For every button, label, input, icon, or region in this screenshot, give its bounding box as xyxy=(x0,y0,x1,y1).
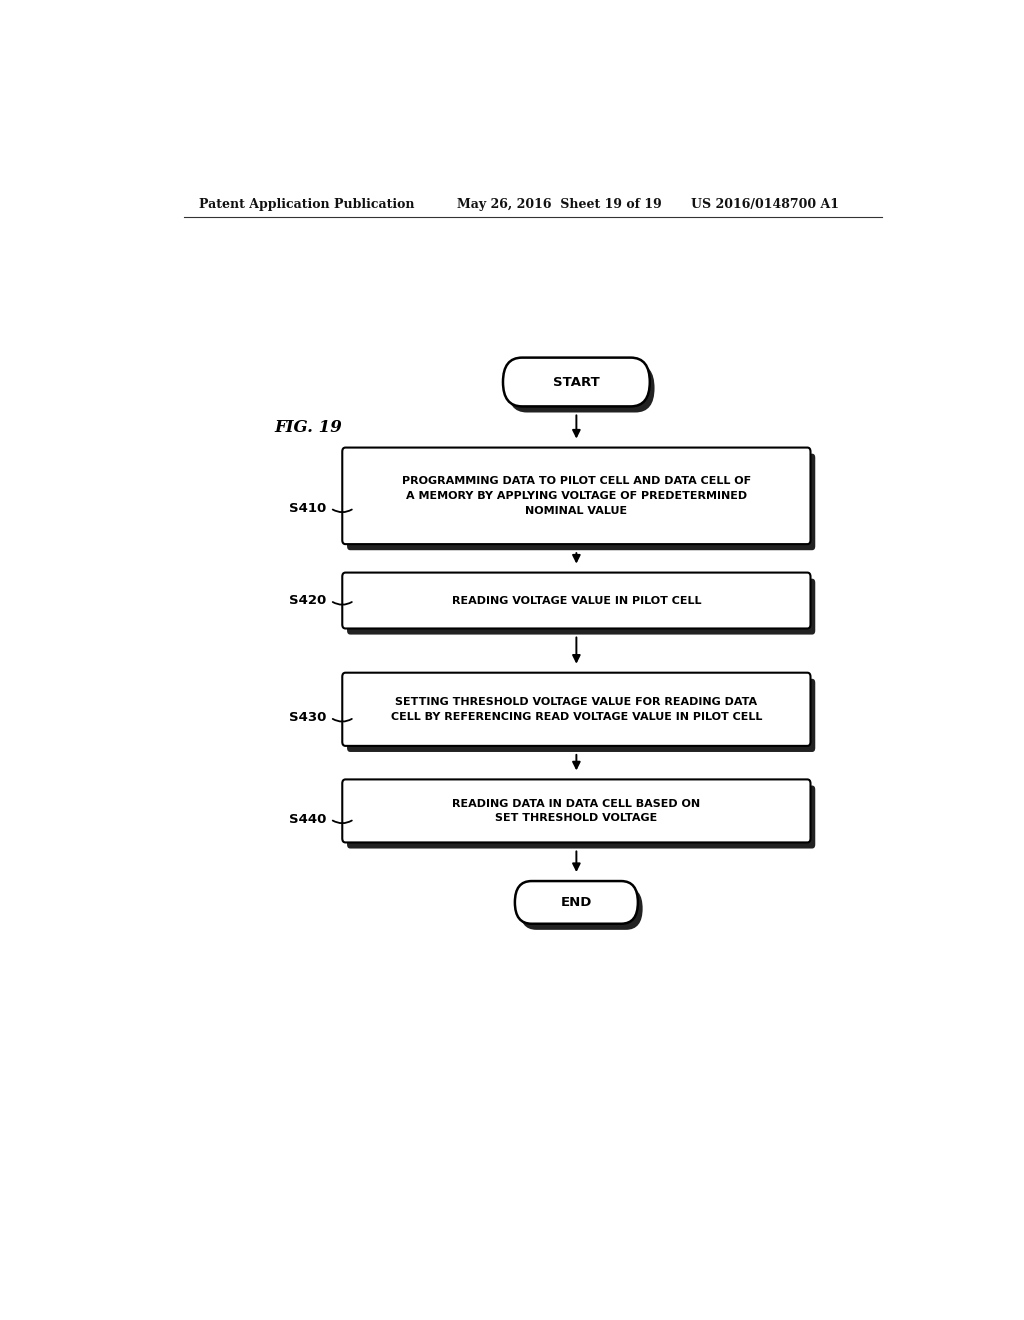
Text: S440: S440 xyxy=(289,813,327,825)
Text: READING DATA IN DATA CELL BASED ON
SET THRESHOLD VOLTAGE: READING DATA IN DATA CELL BASED ON SET T… xyxy=(453,799,700,824)
Text: SETTING THRESHOLD VOLTAGE VALUE FOR READING DATA
CELL BY REFERENCING READ VOLTAG: SETTING THRESHOLD VOLTAGE VALUE FOR READ… xyxy=(391,697,762,722)
FancyBboxPatch shape xyxy=(519,887,643,929)
FancyBboxPatch shape xyxy=(342,447,811,544)
Text: S420: S420 xyxy=(289,594,327,607)
Text: May 26, 2016  Sheet 19 of 19: May 26, 2016 Sheet 19 of 19 xyxy=(458,198,663,211)
FancyBboxPatch shape xyxy=(347,785,815,849)
FancyBboxPatch shape xyxy=(342,779,811,842)
Text: START: START xyxy=(553,375,600,388)
Text: US 2016/0148700 A1: US 2016/0148700 A1 xyxy=(691,198,840,211)
FancyBboxPatch shape xyxy=(347,578,815,635)
Text: READING VOLTAGE VALUE IN PILOT CELL: READING VOLTAGE VALUE IN PILOT CELL xyxy=(452,595,701,606)
FancyBboxPatch shape xyxy=(508,364,654,412)
Text: FIG. 19: FIG. 19 xyxy=(274,420,343,436)
FancyBboxPatch shape xyxy=(515,880,638,924)
Text: END: END xyxy=(561,896,592,909)
FancyBboxPatch shape xyxy=(342,673,811,746)
FancyBboxPatch shape xyxy=(347,454,815,550)
FancyBboxPatch shape xyxy=(347,678,815,752)
FancyBboxPatch shape xyxy=(503,358,650,407)
Text: S410: S410 xyxy=(289,502,327,515)
FancyBboxPatch shape xyxy=(342,573,811,628)
Text: S430: S430 xyxy=(289,711,327,723)
Text: PROGRAMMING DATA TO PILOT CELL AND DATA CELL OF
A MEMORY BY APPLYING VOLTAGE OF : PROGRAMMING DATA TO PILOT CELL AND DATA … xyxy=(401,477,751,516)
Text: Patent Application Publication: Patent Application Publication xyxy=(200,198,415,211)
